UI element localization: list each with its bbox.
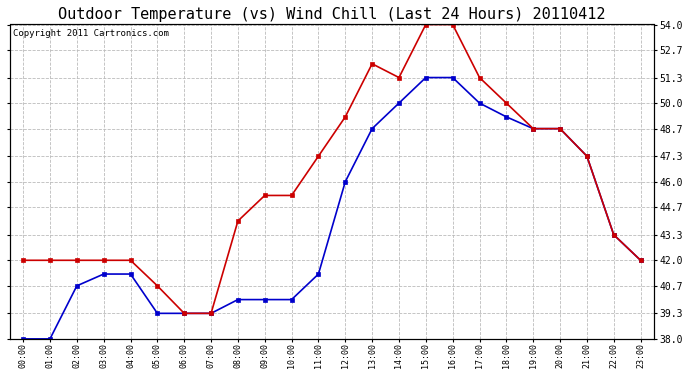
Title: Outdoor Temperature (vs) Wind Chill (Last 24 Hours) 20110412: Outdoor Temperature (vs) Wind Chill (Las… bbox=[58, 7, 606, 22]
Text: Copyright 2011 Cartronics.com: Copyright 2011 Cartronics.com bbox=[13, 29, 169, 38]
